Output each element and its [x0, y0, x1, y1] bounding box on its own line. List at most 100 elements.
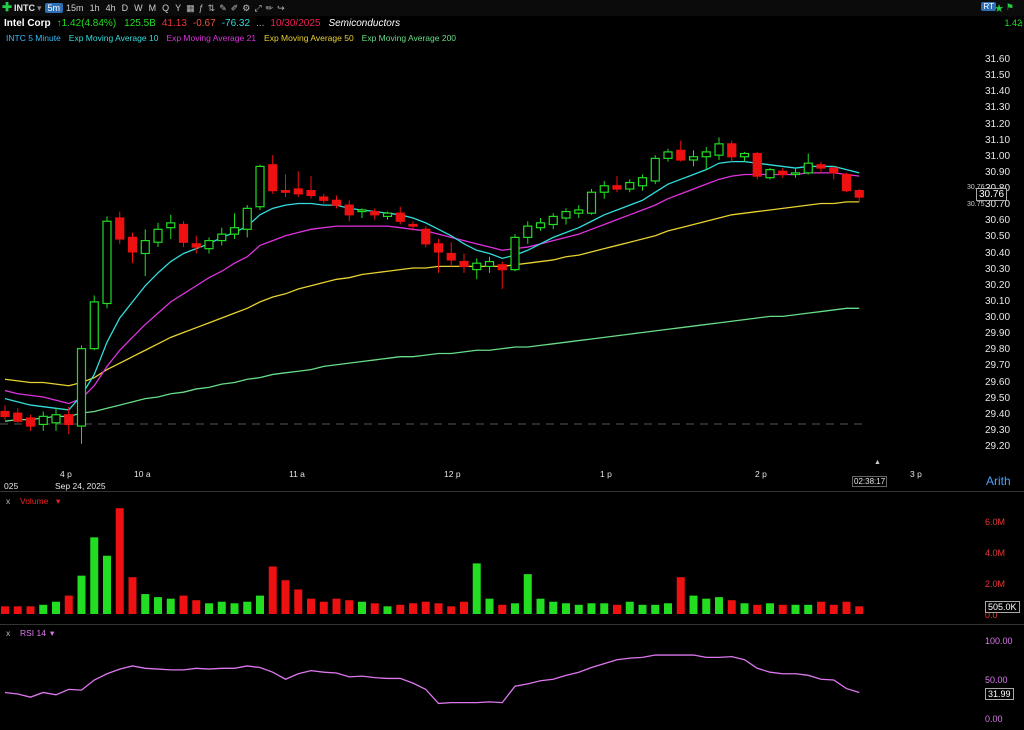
timeframe-Q[interactable]: Q	[159, 3, 172, 13]
share-icon[interactable]: ↪	[277, 3, 285, 14]
ema200-label[interactable]: Exp Moving Average 200	[362, 33, 456, 43]
candle[interactable]	[855, 189, 863, 202]
candle[interactable]	[269, 155, 277, 194]
candle[interactable]	[702, 147, 710, 170]
timeframe-W[interactable]: W	[131, 3, 146, 13]
candle[interactable]	[282, 174, 290, 197]
candle[interactable]	[358, 208, 366, 218]
candle[interactable]	[256, 165, 264, 210]
candle[interactable]	[486, 257, 494, 273]
candle[interactable]	[129, 233, 137, 264]
pen-icon[interactable]: ✐	[231, 3, 239, 14]
candle[interactable]	[447, 242, 455, 266]
timeframe-Y[interactable]: Y	[172, 3, 184, 13]
candle[interactable]	[243, 205, 251, 237]
candle[interactable]	[141, 229, 149, 276]
candle[interactable]	[396, 207, 404, 225]
flag-icon[interactable]: ⚑	[1006, 2, 1014, 13]
drawing-icon[interactable]: ✎	[219, 3, 227, 14]
price-chart[interactable]	[0, 45, 1024, 485]
candle[interactable]	[575, 205, 583, 218]
candle[interactable]	[1, 405, 9, 420]
ema50-label[interactable]: Exp Moving Average 50	[264, 33, 354, 43]
candle[interactable]	[562, 208, 570, 224]
candle[interactable]	[205, 237, 213, 253]
candle[interactable]	[116, 212, 124, 244]
candle[interactable]	[320, 194, 328, 204]
candle[interactable]	[78, 345, 86, 443]
candle[interactable]	[27, 415, 35, 431]
candle[interactable]	[804, 154, 812, 175]
candle[interactable]	[753, 152, 761, 179]
candle[interactable]	[65, 407, 73, 434]
measure-icon[interactable]: ⤢	[254, 3, 261, 14]
candle[interactable]	[422, 226, 430, 247]
candle[interactable]	[90, 295, 98, 350]
candle[interactable]	[830, 166, 838, 179]
candle[interactable]	[435, 239, 443, 273]
candle[interactable]	[715, 137, 723, 160]
candle[interactable]	[524, 221, 532, 244]
candle[interactable]	[779, 168, 787, 178]
candle[interactable]	[613, 176, 621, 192]
pencil-icon[interactable]: ✏	[266, 3, 274, 14]
candle[interactable]	[52, 408, 60, 431]
candle[interactable]	[626, 179, 634, 192]
candle[interactable]	[537, 218, 545, 231]
candle[interactable]	[473, 258, 481, 279]
candle[interactable]	[307, 176, 315, 199]
candle[interactable]	[180, 221, 188, 247]
candle[interactable]	[690, 150, 698, 166]
candle[interactable]	[677, 141, 685, 162]
candle[interactable]	[741, 152, 749, 162]
rsi-chart[interactable]	[0, 625, 1024, 730]
candle[interactable]	[651, 155, 659, 184]
candle[interactable]	[154, 223, 162, 247]
candle[interactable]	[766, 168, 774, 179]
timeframe-5m[interactable]: 5m	[45, 3, 64, 13]
timeframe-M[interactable]: M	[146, 3, 160, 13]
candle[interactable]	[664, 149, 672, 162]
candle[interactable]	[639, 174, 647, 190]
scale-label[interactable]: Arith	[986, 474, 1011, 488]
candle[interactable]	[511, 234, 519, 271]
candle[interactable]	[460, 254, 468, 273]
candle[interactable]	[231, 213, 239, 239]
candle[interactable]	[192, 236, 200, 254]
scroll-up-icon[interactable]: ▲	[874, 459, 881, 466]
timeframe-4h[interactable]: 4h	[103, 3, 119, 13]
timeframe-D[interactable]: D	[119, 3, 132, 13]
candle[interactable]	[384, 212, 392, 220]
candle[interactable]	[600, 181, 608, 199]
candle[interactable]	[371, 208, 379, 219]
candle[interactable]	[294, 171, 302, 197]
candle[interactable]	[14, 408, 22, 423]
candle[interactable]	[345, 200, 353, 221]
candle[interactable]	[167, 215, 175, 239]
volume-chart[interactable]	[0, 492, 1024, 617]
candle[interactable]	[588, 189, 596, 215]
candle[interactable]	[792, 168, 800, 178]
ema10-label[interactable]: Exp Moving Average 10	[69, 33, 159, 43]
volume-tick: 4.0M	[985, 548, 1005, 558]
candle[interactable]	[103, 216, 111, 308]
interval-label[interactable]: INTC 5 Minute	[6, 33, 61, 43]
settings-icon[interactable]: ⚙	[242, 3, 250, 14]
symbol-dropdown-icon[interactable]: ▾	[37, 3, 42, 14]
candle[interactable]	[498, 262, 506, 289]
candle[interactable]	[728, 141, 736, 162]
ema21-label[interactable]: Exp Moving Average 21	[166, 33, 256, 43]
candle[interactable]	[843, 173, 851, 192]
candle[interactable]	[218, 228, 226, 246]
chart-type-icon[interactable]: ▦	[186, 3, 195, 14]
candle[interactable]	[39, 412, 47, 431]
symbol-input[interactable]: INTC	[14, 3, 35, 13]
rt-button[interactable]: RT	[981, 2, 996, 11]
candle[interactable]	[549, 213, 557, 229]
timeframe-15m[interactable]: 15m	[63, 3, 87, 13]
add-symbol-icon[interactable]: ✚	[2, 1, 12, 13]
indicator-icon[interactable]: ƒ	[199, 3, 204, 13]
candle[interactable]	[817, 162, 825, 173]
timeframe-1h[interactable]: 1h	[87, 3, 103, 13]
compare-icon[interactable]: ⇅	[208, 3, 216, 14]
